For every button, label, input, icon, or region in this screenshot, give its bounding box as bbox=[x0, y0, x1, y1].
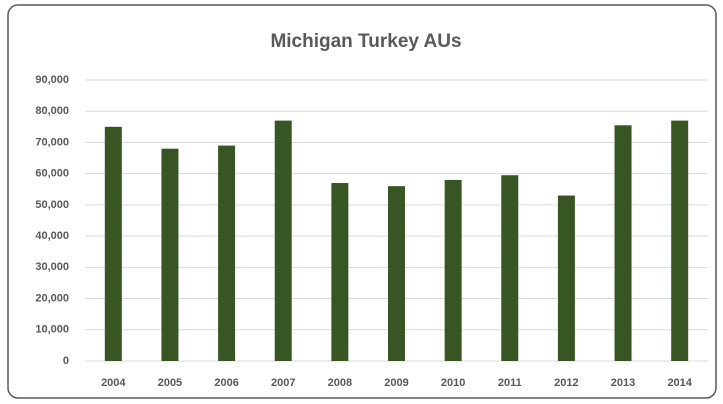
bar bbox=[444, 179, 462, 361]
y-tick-label: 20,000 bbox=[35, 292, 69, 304]
x-tick-label: 2004 bbox=[101, 377, 126, 389]
y-tick-label: 80,000 bbox=[35, 105, 69, 117]
x-tick-label: 2013 bbox=[611, 377, 635, 389]
bar bbox=[501, 175, 519, 361]
bar bbox=[331, 183, 349, 361]
x-tick-label: 2011 bbox=[498, 377, 522, 389]
bar bbox=[218, 145, 236, 361]
y-tick-label: 10,000 bbox=[35, 324, 69, 336]
bar bbox=[104, 126, 122, 361]
y-tick-label: 30,000 bbox=[35, 261, 69, 273]
y-tick-label: 50,000 bbox=[35, 199, 69, 211]
x-tick-label: 2014 bbox=[667, 377, 692, 389]
y-tick-label: 70,000 bbox=[35, 136, 69, 148]
x-tick-label: 2008 bbox=[328, 377, 352, 389]
x-tick-label: 2010 bbox=[441, 377, 465, 389]
x-tick-label: 2005 bbox=[158, 377, 182, 389]
bar bbox=[557, 195, 575, 361]
y-tick-label: 60,000 bbox=[35, 168, 69, 180]
chart-title: Michigan Turkey AUs bbox=[270, 31, 461, 52]
y-tick-label: 90,000 bbox=[35, 74, 69, 86]
bar bbox=[614, 125, 632, 362]
x-tick-label: 2007 bbox=[271, 377, 295, 389]
y-tick-label: 0 bbox=[63, 355, 69, 367]
x-tick-label: 2012 bbox=[554, 377, 578, 389]
bar bbox=[671, 120, 689, 361]
x-tick-label: 2006 bbox=[214, 377, 238, 389]
x-tick-label: 2009 bbox=[384, 377, 408, 389]
chart-border bbox=[7, 4, 717, 399]
bar bbox=[388, 186, 405, 361]
bar bbox=[274, 120, 292, 361]
bar bbox=[161, 148, 179, 361]
y-tick-label: 40,000 bbox=[35, 230, 69, 242]
